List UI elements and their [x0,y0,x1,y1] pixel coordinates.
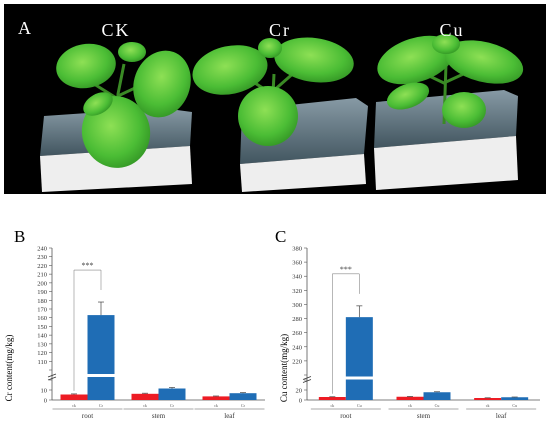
x-tick-label: root [340,412,351,420]
leaf-ck-3 [133,50,191,118]
bar-cu-stem [423,392,451,400]
bar-break-gap [344,376,374,380]
y-tick-label: 0 [44,398,47,405]
plot-area: 0 20 220 240 260 280 300 320 340 360 380 ck Cu root ck… [292,246,540,420]
y-tick-label: 0 [299,398,302,405]
leaf-cu-2 [444,40,524,84]
chart-cu-content: C Cu content(mg/kg) 0 20 220 240 260 280 300 32… [275,227,540,420]
y-tick-label: 200 [37,280,47,287]
bar-cu-leaf [501,397,529,400]
y-axis-label: Cr content(mg/kg) [4,335,14,402]
leaf-cr-2 [274,37,354,83]
y-tick-label: 190 [37,289,47,296]
bar-label: Cu [357,403,362,408]
y-tick-label: 130 [37,341,47,348]
y-tick-label: 10 [41,388,48,395]
leaf-cu-4 [386,82,430,110]
y-tick-label: 110 [37,359,47,366]
bar-ck-stem [131,393,159,400]
leaf-cr-3 [238,86,298,146]
y-tick-label: 210 [37,272,47,279]
y-tick-label: 180 [37,298,47,305]
x-tick-label: stem [417,412,431,420]
bar-ck-root [318,397,346,400]
y-tick-label: 240 [292,344,302,351]
x-tick-label: leaf [496,412,507,420]
bar-ck-root [60,394,88,400]
leaf-ck-4 [118,42,146,62]
significance-label: *** [340,265,352,274]
bar-break-gap [86,374,116,377]
axis-break-mark [47,376,57,381]
y-tick-label: 280 [292,316,302,323]
treatment-label-cu: Cu [439,20,464,40]
plant-cr [192,37,368,192]
bar-ck-leaf [474,398,502,400]
y-tick-label: 120 [37,350,47,357]
y-tick-label: 320 [292,288,302,295]
bar-label: ck [408,403,412,408]
bar-label: ck [143,403,147,408]
bar-label: Cr [241,403,246,408]
y-tick-label: 360 [292,260,302,267]
plant-ck [40,42,192,192]
bar-label: Cu [512,403,517,408]
axis-break-mark [302,379,312,383]
foam-block-cu [374,136,518,190]
bar-label: ck [330,403,334,408]
panel-label-b: B [14,227,25,246]
y-axis-label: Cu content(mg/kg) [279,334,289,402]
foam-block-ck [40,146,192,192]
leaf-cr-1 [192,45,268,95]
y-tick-label: 230 [37,254,47,261]
y-tick-label: 240 [37,246,47,253]
y-tick-label: 380 [292,246,302,253]
foam-block-cr [240,154,366,192]
leaf-cr-4 [258,38,282,58]
axis-break-mark [302,376,312,380]
bar-cr-leaf [229,393,257,400]
treatment-label-cr: Cr [269,20,291,40]
treatment-label-ck: CK [101,20,130,40]
bar-label: Cu [435,403,440,408]
y-tick-label: 220 [292,358,302,365]
bar-cr-root [87,315,115,400]
y-tick-label: 220 [37,263,47,270]
y-tick-label: 300 [292,302,302,309]
significance-label: *** [82,261,94,270]
bar-ck-stem [396,396,424,400]
leaf-cu-5 [432,34,460,54]
bar-ck-leaf [202,396,230,400]
bar-cr-stem [158,388,186,400]
y-tick-label: 140 [37,333,47,340]
leaf-ck-5 [83,92,113,116]
bar-label: ck [486,403,490,408]
plot-area: 0101101201301401501601701801902002102202… [37,246,265,420]
leaf-cu-3 [442,92,486,128]
y-tick-label: 20 [296,388,303,395]
y-tick-label: 260 [292,330,302,337]
panel-label-c: C [275,227,286,246]
y-tick-label: 170 [37,307,47,314]
bar-label: Cr [99,403,104,408]
panel-label-a: A [18,18,31,38]
x-tick-label: leaf [224,412,235,420]
y-tick-label: 340 [292,274,302,281]
y-tick-label: 150 [37,324,47,331]
bar-label: ck [72,403,76,408]
axis-break-mark [47,373,57,378]
y-tick-label: 160 [37,315,47,322]
plant-cu [374,34,524,190]
bar-label: Cr [170,403,175,408]
bar-label: ck [214,403,218,408]
leaf-ck-2 [56,43,116,89]
plant-photo: A CK Cr Cu [4,4,546,194]
bar-cu-root [345,317,373,400]
x-tick-label: stem [152,412,166,420]
x-tick-label: root [82,412,93,420]
